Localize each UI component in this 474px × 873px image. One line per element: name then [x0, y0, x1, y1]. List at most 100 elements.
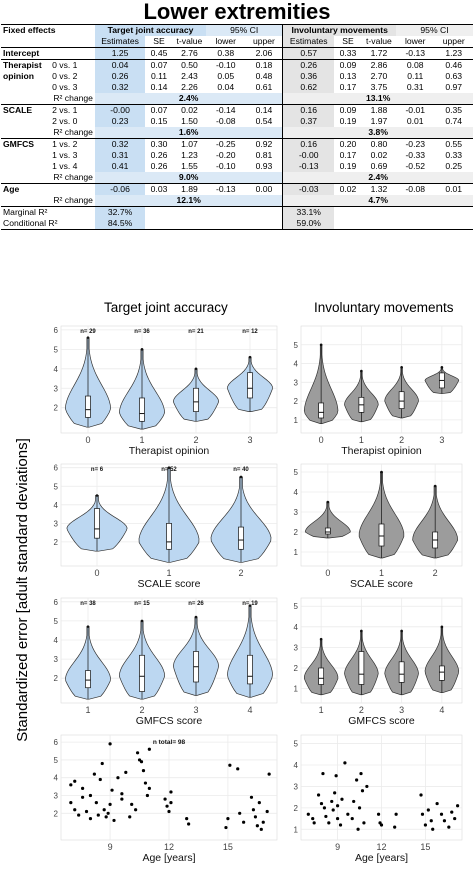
scatter-point: [96, 813, 100, 817]
scatter-point: [316, 793, 321, 797]
count-label: n= 29: [80, 329, 96, 335]
value-cell: 1.72: [361, 47, 397, 60]
outlier-point: [400, 365, 403, 369]
value-cell: 0.63: [445, 71, 463, 81]
scatter-point: [267, 772, 271, 776]
value-cell: 0.14: [255, 105, 273, 115]
y-tick-label: 1: [294, 685, 299, 694]
x-axis-title: Therapist opinion: [341, 445, 422, 457]
column-title-target: Target joint accuracy: [104, 300, 228, 315]
value-cell: 0.30: [150, 139, 168, 149]
value-cell: 0.32: [94, 82, 146, 93]
x-tick-label: 2: [433, 568, 438, 578]
scatter-point: [104, 815, 108, 819]
violin: [66, 495, 128, 552]
row-group-label: [1, 127, 51, 139]
r2-change-target: 2.4%: [94, 93, 283, 105]
y-tick-label: 5: [54, 482, 59, 491]
violin: [118, 348, 166, 430]
value-cell: 0.62: [282, 82, 335, 93]
x-tick-label: 2: [238, 568, 243, 578]
x-tick-label: 2: [399, 435, 404, 445]
value-cell: 0.02: [181, 105, 198, 115]
scatter-point: [242, 820, 246, 824]
value-cell: 0.25: [445, 161, 463, 171]
scatter-point: [100, 761, 104, 766]
violin: [424, 626, 460, 694]
value-cell: 0.15: [150, 116, 168, 126]
value-cell: 0.16: [282, 138, 335, 150]
value-cell: 1.55: [181, 161, 198, 171]
box: [318, 402, 324, 419]
count-label: n= 26: [188, 601, 204, 607]
fixed-effects-table: Fixed effects Target joint accuracy 95% …: [1, 24, 473, 230]
count-label: n= 12: [242, 329, 258, 335]
outlier-point: [360, 369, 363, 373]
y-tick-label: 5: [294, 468, 299, 477]
scatter-point: [120, 797, 124, 801]
count-label: n= 15: [134, 601, 150, 607]
conditional-r2-row-invol: 59.0%: [282, 218, 335, 230]
value-cell: 0.02: [339, 184, 357, 194]
value-cell: -0.00: [94, 104, 146, 116]
scatter-point: [145, 793, 149, 798]
scatter-point: [163, 797, 167, 801]
scatter-point: [130, 802, 134, 807]
scatter-point: [346, 812, 350, 816]
y-tick-label: 5: [54, 617, 59, 626]
value-cell: -0.00: [282, 150, 335, 161]
r2-change-label: R² change: [50, 127, 95, 139]
scatter-point: [88, 793, 93, 798]
value-cell: 0.05: [217, 71, 235, 81]
scatter-point: [112, 818, 116, 823]
outlier-point: [239, 475, 243, 479]
value-cell: 0.97: [445, 82, 463, 92]
value-cell: 0.19: [339, 161, 357, 171]
value-cell: 0.55: [445, 139, 463, 149]
x-tick-label: 12: [376, 842, 386, 852]
y-tick-label: 3: [294, 782, 299, 791]
x-tick-label: 1: [139, 435, 144, 445]
x-tick-label: 0: [85, 435, 90, 445]
value-cell: 1.88: [370, 105, 388, 115]
row-sub-label: 0 vs. 1: [52, 60, 78, 70]
scatter-point: [84, 809, 89, 814]
value-cell: 0.19: [339, 116, 357, 126]
scatter-point: [447, 825, 451, 829]
value-cell: 0.18: [255, 60, 273, 70]
value-cell: 0.00: [255, 184, 273, 194]
scatter-point: [259, 827, 263, 831]
value-cell: 0.26: [94, 71, 146, 82]
row-sub-label: 1 vs. 4: [52, 161, 78, 171]
scatter-point: [226, 817, 230, 821]
value-cell: 0.07: [150, 60, 168, 70]
value-cell: 0.45: [145, 47, 173, 60]
x-tick-label: 0: [325, 568, 330, 578]
value-cell: -0.08: [405, 184, 426, 194]
value-cell: -0.13: [282, 161, 335, 172]
table-row: 0 vs. 3 0.32 0.14 2.26 0.04 0.61 0.62 0.17 3.75 0…: [1, 82, 473, 93]
scatter-point: [73, 779, 77, 783]
value-cell: 0.31: [406, 82, 424, 92]
scatter-point: [137, 758, 142, 762]
scatter-point: [69, 801, 73, 805]
violin: [65, 626, 111, 700]
row-sub-label: [50, 184, 95, 196]
scatter-point: [128, 815, 132, 819]
x-axis-title: GMFCS score: [348, 715, 415, 727]
scatter-point: [116, 776, 120, 780]
x-tick-label: 1: [319, 705, 324, 715]
value-cell: 0.20: [339, 139, 357, 149]
violin: [424, 366, 460, 394]
violin: [344, 630, 379, 696]
table-row: Age -0.06 0.03 1.89 -0.13 0.00 -0.03 0.02 1.32 -0…: [1, 183, 473, 196]
marginal-r2-row-target: 32.7%: [94, 206, 146, 218]
y-tick-label: 5: [294, 602, 299, 611]
y-tick-label: 5: [294, 341, 299, 350]
value-cell: -0.13: [215, 184, 236, 194]
outlier-point: [400, 629, 403, 633]
y-tick-label: 2: [294, 664, 299, 673]
subheader-cell: t-value: [361, 36, 397, 48]
value-cell: 2.70: [370, 71, 388, 81]
violin: [210, 476, 272, 563]
